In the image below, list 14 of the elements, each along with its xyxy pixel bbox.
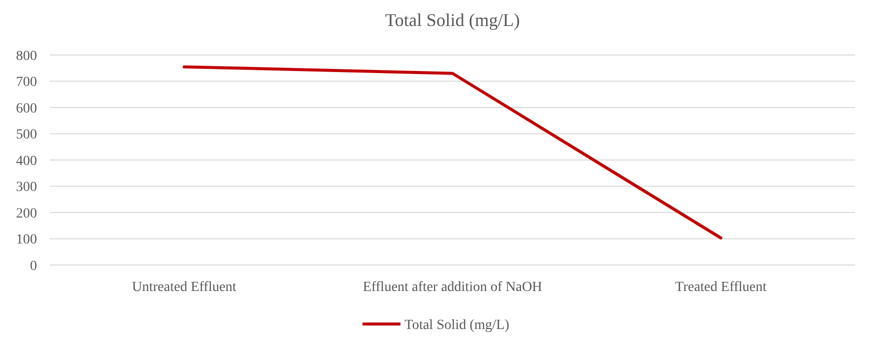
y-tick-label: 0 (30, 258, 37, 274)
y-tick-label: 800 (16, 48, 37, 64)
x-tick-label: Untreated Effluent (132, 280, 236, 295)
y-tick-label: 400 (16, 154, 37, 169)
chart-title: Total Solid (mg/L) (385, 10, 520, 30)
y-tick-label: 600 (16, 101, 37, 116)
legend-label: Total Solid (mg/L) (404, 318, 510, 333)
y-tick-label: 500 (16, 128, 37, 143)
x-tick-label: Treated Effluent (675, 280, 767, 295)
x-tick-label: Effluent after addition of NaOH (362, 280, 542, 295)
y-tick-label: 100 (16, 232, 37, 248)
y-tick-label: 300 (16, 180, 37, 196)
y-tick-label: 700 (16, 75, 37, 90)
y-tick-label: 200 (16, 206, 37, 222)
